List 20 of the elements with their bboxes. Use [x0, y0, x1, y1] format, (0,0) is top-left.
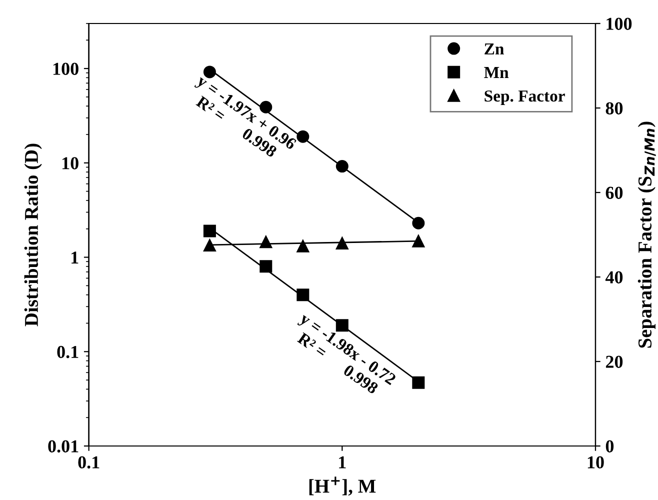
legend-label: Zn — [484, 43, 504, 54]
y-tick-label: 1 — [72, 252, 78, 264]
y2-tick-label: 100 — [606, 18, 632, 30]
y2-tick-label: 0 — [606, 440, 614, 452]
y2-tick-label: 20 — [606, 356, 623, 368]
y2-tick-label: 80 — [606, 102, 623, 114]
y2-tick-label: 40 — [605, 271, 623, 284]
legend-label: Mn — [484, 67, 509, 78]
y-tick-label: 0.01 — [48, 440, 78, 453]
y2-axis-title: Separation Factor (S$_{Zn/Mn}$) — [638, 122, 656, 348]
y-tick-label: 10 — [62, 157, 78, 170]
x-tick-label: 0.1 — [78, 456, 100, 469]
x-tick-label: 1 — [339, 456, 346, 468]
y-tick-label: 0.1 — [57, 346, 78, 358]
y2-tick-label: 60 — [606, 186, 623, 199]
legend-label: Sep. Factor — [484, 90, 565, 106]
x-axis-title: [H$^{+}$], M — [309, 476, 376, 496]
y-tick-label: 100 — [53, 62, 78, 75]
y-axis-title: Distribution Ratio (D) — [24, 144, 42, 326]
x-tick-label: 10 — [588, 456, 604, 468]
